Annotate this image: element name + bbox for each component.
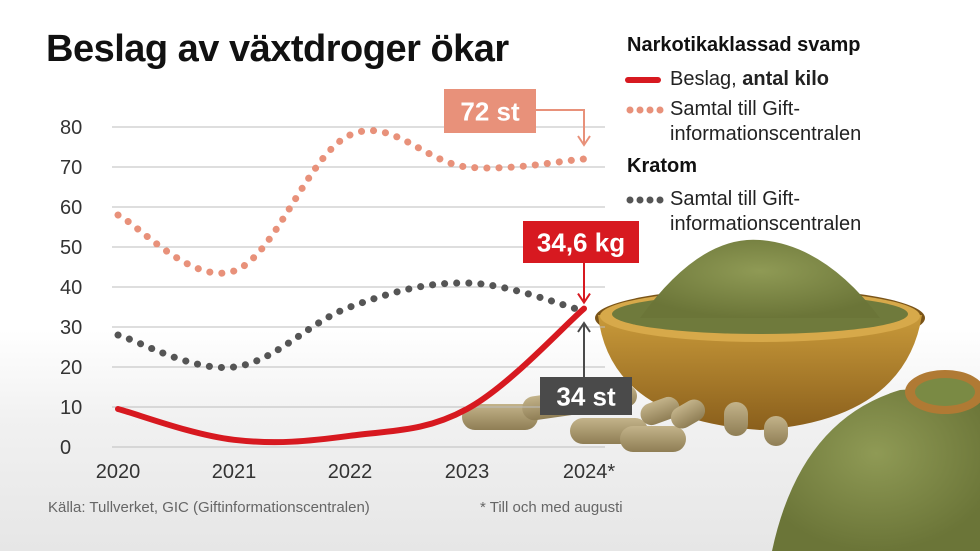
x-tick-label: 2023	[445, 461, 490, 483]
y-tick-label: 0	[60, 437, 71, 459]
callout-34-st-text: 34 st	[556, 381, 616, 411]
series-line-kratom-samtal	[114, 279, 588, 372]
callouts: 72 st 34,6 kg 34 st	[444, 89, 639, 415]
legend-swatch-svamp-samtal	[626, 106, 664, 114]
x-tick-label: 2024*	[563, 461, 615, 483]
y-tick-label: 80	[60, 117, 82, 139]
legend-group-kratom: Kratom	[627, 155, 698, 177]
legend-label-kratom-samtal: Samtal till Gift- informationscentralen	[670, 188, 862, 235]
x-tick-label: 2020	[96, 461, 141, 483]
callout-34-arrow-head	[577, 321, 591, 333]
callout-72-arrowhead	[577, 135, 591, 147]
callout-346-arrow-head	[577, 293, 591, 305]
series-line-beslag	[115, 305, 587, 446]
y-tick-label: 50	[60, 237, 82, 259]
kratom-powder-illustration	[462, 239, 980, 551]
legend-label-svamp-samtal: Samtal till Gift- informationscentralen	[670, 98, 862, 145]
y-tick-label: 10	[60, 397, 82, 419]
y-tick-label: 40	[60, 277, 82, 299]
callout-72-connector	[536, 109, 585, 145]
series-lines	[114, 127, 588, 446]
y-tick-label: 30	[60, 317, 82, 339]
footnote: * Till och med augusti	[480, 499, 623, 516]
x-tick-label: 2022	[328, 461, 373, 483]
x-tick-label: 2021	[212, 461, 257, 483]
chart-title: Beslag av växtdroger ökar	[46, 28, 509, 70]
y-axis-ticks: 0 10 20 30 40 50 60 70 80	[60, 117, 82, 459]
legend-swatch-kratom-samtal	[626, 196, 664, 204]
callout-72-st	[444, 89, 536, 133]
x-axis-ticks: 2020 2021 2022 2023 2024*	[96, 461, 616, 483]
source-note: Källa: Tullverket, GIC (Giftinformations…	[48, 499, 370, 516]
legend-swatch-beslag	[625, 77, 661, 83]
y-tick-label: 60	[60, 197, 82, 219]
callout-346-kg	[523, 221, 639, 263]
callout-346-kg-text: 34,6 kg	[537, 227, 625, 257]
callout-72-st-text: 72 st	[460, 96, 520, 126]
series-line-svamp-samtal	[114, 127, 588, 277]
callout-34-st	[540, 377, 632, 415]
y-tick-label: 20	[60, 357, 82, 379]
y-tick-label: 70	[60, 157, 82, 179]
legend-group-svamp: Narkotikaklassad svamp	[627, 34, 861, 56]
legend-label-beslag: Beslag, antal kilo	[670, 68, 829, 90]
